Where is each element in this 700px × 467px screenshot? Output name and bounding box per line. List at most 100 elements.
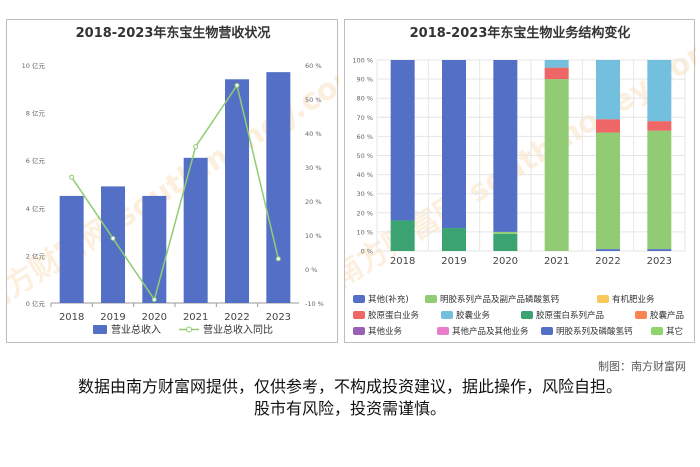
stacked-bar-segment <box>544 67 569 80</box>
revenue-bar <box>59 195 84 303</box>
legend-label: 其他业务 <box>368 326 403 337</box>
y-tick-label: 30 % <box>356 190 373 198</box>
business-structure-chart-panel: 南方财富网 southmoney.com2018-2023年东宝生物业务结构变化… <box>344 19 696 343</box>
legend-swatch <box>353 327 365 335</box>
revenue-chart-svg: 南方财富网 southmoney.com2018-2023年东宝生物营收状况0 … <box>7 25 339 336</box>
stacked-bar-segment <box>493 60 518 232</box>
disclaimer: 数据由南方财富网提供，仅供参考，不构成投资建议，据此操作，风险自担。 股市有风险… <box>0 376 700 420</box>
x-tick-label: 2018 <box>390 256 415 267</box>
y-tick-label: 50 % <box>356 152 373 160</box>
x-tick-label: 2022 <box>595 256 620 267</box>
y-left-tick-label: 0 亿元 <box>26 299 46 308</box>
legend-swatch <box>651 327 663 335</box>
legend-label: 明胶系列产品及副产品磷酸氢钙 <box>440 294 560 305</box>
yoy-point <box>69 174 75 180</box>
yoy-line <box>71 83 280 302</box>
legend-label: 胶囊业务 <box>456 310 491 321</box>
legend-swatch <box>425 295 437 303</box>
y-right-tick-label: -10 % <box>305 300 324 308</box>
yoy-point <box>193 144 199 150</box>
stacked-bar-segment <box>544 60 569 68</box>
stacked-bar-segment <box>596 249 620 251</box>
legend-swatch-revenue <box>93 325 107 334</box>
stacked-bar-segment <box>390 60 415 221</box>
legend-label: 胶原蛋白业务 <box>368 310 420 321</box>
x-tick-label: 2020 <box>493 256 518 267</box>
stacked-bar-segment <box>493 231 518 234</box>
legend-swatch <box>541 327 553 335</box>
legend-swatch <box>521 311 533 319</box>
stacked-bar-segment <box>493 233 518 251</box>
y-left-tick-label: 10 亿元 <box>22 61 46 70</box>
chart-title: 2018-2023年东宝生物业务结构变化 <box>410 25 631 41</box>
x-tick-label: 2020 <box>142 312 167 323</box>
stacked-bar-segment <box>647 121 672 131</box>
stacked-bar-segment <box>596 119 620 133</box>
yoy-point <box>151 297 157 303</box>
revenue-chart-panel: 南方财富网 southmoney.com2018-2023年东宝生物营收状况0 … <box>6 19 339 343</box>
x-tick-label: 2018 <box>59 312 84 323</box>
x-tick-label: 2021 <box>544 256 569 267</box>
x-tick-label: 2023 <box>266 312 291 323</box>
x-tick-label: 2023 <box>647 256 672 267</box>
stacked-bar-segment <box>442 228 466 251</box>
y-right-tick-label: 40 % <box>305 130 322 138</box>
stacked-bar-segment <box>544 79 569 251</box>
legend-label: 胶原蛋白系列产品 <box>536 310 604 321</box>
revenue-bar <box>101 186 125 303</box>
legend-label: 其他(补充) <box>368 294 409 305</box>
legend-label: 其他产品及其他业务 <box>452 326 529 337</box>
legend-label: 胶囊产品 <box>650 310 684 321</box>
legend-swatch <box>353 311 365 319</box>
revenue-bar <box>266 72 291 303</box>
legend-label: 明胶系列及磷酸氢钙 <box>556 326 633 337</box>
legend-label: 其它 <box>666 326 683 337</box>
x-tick-label: 2019 <box>441 256 466 267</box>
disclaimer-line-2: 股市有风险，投资需谨慎。 <box>253 399 446 418</box>
y-right-tick-label: 10 % <box>305 232 322 240</box>
disclaimer-line-1: 数据由南方财富网提供，仅供参考，不构成投资建议，据此操作，风险自担。 <box>77 377 622 396</box>
legend-swatch <box>353 295 365 303</box>
y-right-tick-label: 30 % <box>305 164 322 172</box>
revenue-bar <box>225 79 249 303</box>
y-tick-label: 40 % <box>356 171 373 179</box>
stacked-bar-segment <box>647 249 672 251</box>
stacked-bar-segment <box>647 130 672 250</box>
y-tick-label: 10 % <box>356 228 373 236</box>
x-tick-label: 2021 <box>183 312 208 323</box>
x-tick-label: 2019 <box>100 312 125 323</box>
y-tick-label: 20 % <box>356 209 373 217</box>
y-tick-label: 70 % <box>356 114 373 122</box>
x-tick-label: 2022 <box>224 312 249 323</box>
y-left-tick-label: 6 亿元 <box>26 156 46 165</box>
y-tick-label: 60 % <box>356 133 373 141</box>
legend-swatch <box>441 311 453 319</box>
legend-label-yoy: 营业总收入同比 <box>203 323 273 336</box>
y-right-tick-label: 50 % <box>305 96 322 104</box>
y-right-tick-label: 0 % <box>305 266 317 274</box>
y-right-tick-label: 20 % <box>305 198 322 206</box>
chart-title: 2018-2023年东宝生物营收状况 <box>76 25 271 41</box>
y-left-tick-label: 2 亿元 <box>26 251 46 260</box>
y-right-tick-label: 60 % <box>305 62 322 70</box>
y-left-tick-label: 4 亿元 <box>26 204 46 213</box>
stacked-bar-segment <box>390 220 415 251</box>
legend-swatch <box>437 327 449 335</box>
y-left-tick-label: 8 亿元 <box>26 109 46 118</box>
y-tick-label: 100 % <box>352 57 373 65</box>
stacked-bar-segment <box>596 132 620 250</box>
legend-swatch <box>635 311 647 319</box>
legend-label-revenue: 营业总收入 <box>111 323 161 336</box>
stacked-bar-segment <box>647 60 672 122</box>
business-structure-chart-svg: 南方财富网 southmoney.com2018-2023年东宝生物业务结构变化… <box>345 25 696 337</box>
stacked-bar-segment <box>596 60 620 120</box>
stacked-bar-segment <box>442 60 466 229</box>
revenue-bar <box>142 195 167 303</box>
yoy-point <box>234 82 240 88</box>
revenue-bar <box>183 157 208 303</box>
legend-label: 有机肥业务 <box>612 294 655 305</box>
y-tick-label: 0 % <box>361 248 373 256</box>
legend-swatch <box>597 295 609 303</box>
chart-credit: 制图：南方财富网 <box>598 360 686 373</box>
yoy-point <box>275 256 281 262</box>
